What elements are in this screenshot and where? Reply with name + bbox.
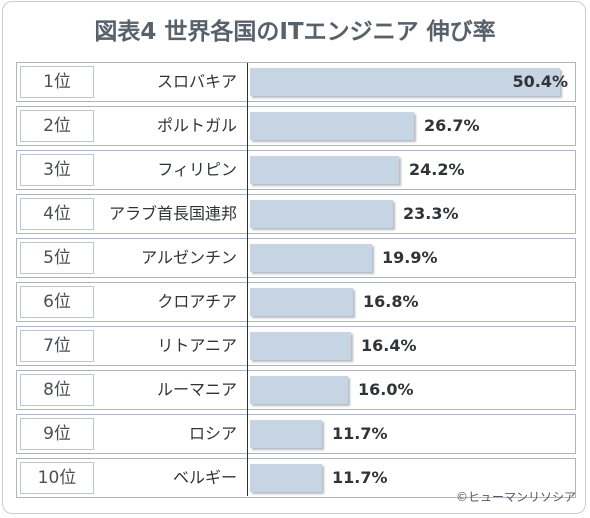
chart-title: 図表4 世界各国のITエンジニア 伸び率: [94, 19, 496, 45]
bar: [250, 464, 322, 492]
value-label: 11.7%: [332, 468, 388, 487]
value-label: 19.9%: [382, 248, 438, 267]
rank-label: 3位: [20, 154, 94, 186]
axis-divider: [247, 63, 248, 496]
copyright-credit: ©ヒューマンリソシア: [455, 490, 576, 504]
rank-label: 1位: [20, 66, 94, 98]
bar: [250, 68, 560, 96]
value-label: 16.8%: [363, 292, 419, 311]
rank-label: 2位: [20, 110, 94, 142]
country-label: リトアニア: [157, 336, 237, 355]
rank-label: 8位: [20, 374, 94, 406]
country-label: ロシア: [188, 424, 237, 443]
rank-label: 7位: [20, 330, 94, 362]
value-label: 11.7%: [332, 424, 388, 443]
value-label: 50.4%: [512, 72, 568, 91]
rank-label: 6位: [20, 286, 94, 318]
country-label: アラブ首長国連邦: [108, 204, 237, 223]
value-label: 24.2%: [409, 160, 465, 179]
country-label: フィリピン: [157, 160, 237, 179]
bar: [250, 156, 399, 184]
country-label: ベルギー: [172, 468, 237, 487]
bar: [250, 112, 414, 140]
rank-label: 5位: [20, 242, 94, 274]
value-label: 23.3%: [403, 204, 459, 223]
country-label: アルゼンチン: [141, 248, 237, 267]
bar: [250, 288, 353, 316]
value-label: 16.0%: [358, 380, 414, 399]
country-label: スロバキア: [156, 72, 237, 91]
value-label: 26.7%: [424, 116, 480, 135]
rank-label: 4位: [20, 198, 94, 230]
rank-label: 9位: [20, 418, 94, 450]
bar: [250, 332, 351, 360]
rank-label: 10位: [20, 462, 94, 494]
country-label: クロアチア: [157, 292, 237, 311]
bar: [250, 420, 322, 448]
bar: [250, 200, 393, 228]
country-label: ポルトガル: [156, 116, 237, 135]
country-label: ルーマニア: [156, 380, 237, 399]
bar: [250, 244, 372, 272]
value-label: 16.4%: [361, 336, 417, 355]
bar: [250, 376, 348, 404]
